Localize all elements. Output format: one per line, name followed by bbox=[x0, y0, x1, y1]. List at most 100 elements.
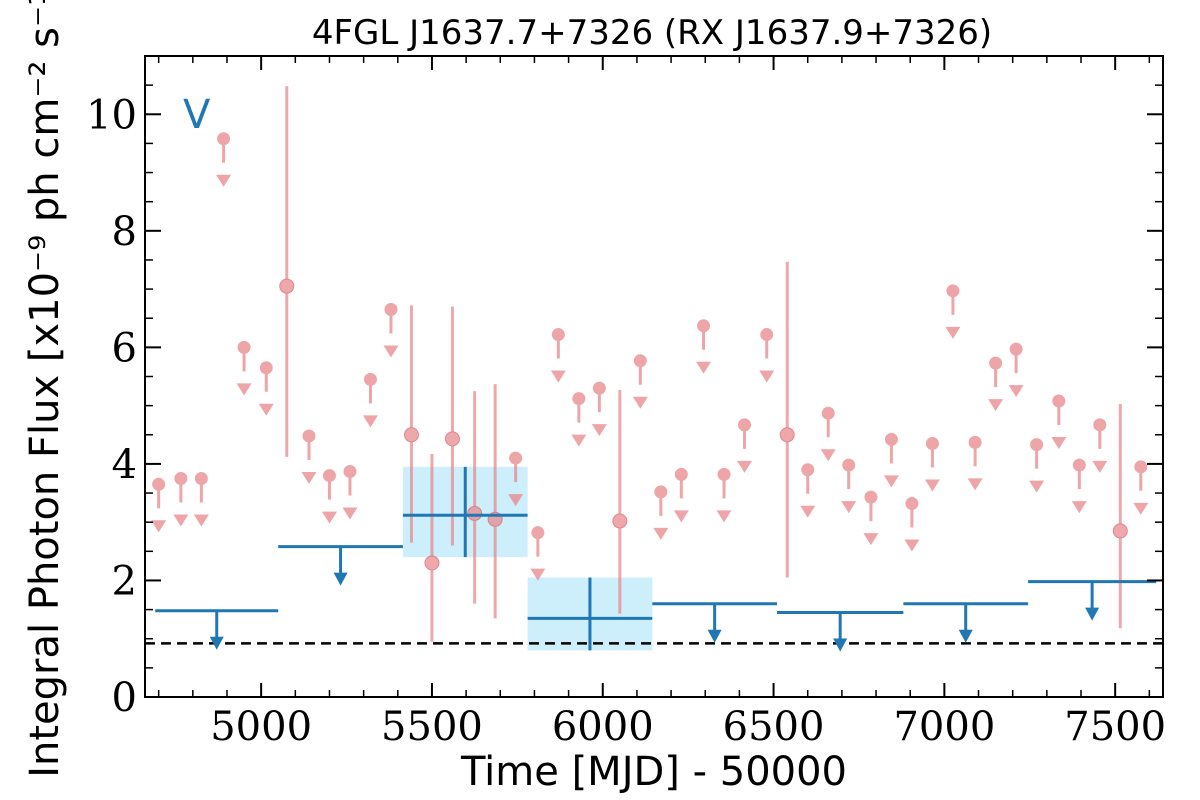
upper-limit-point bbox=[904, 497, 920, 552]
long-term-upper-limit bbox=[278, 545, 403, 586]
detection-marker bbox=[403, 427, 419, 443]
upper-limit-arrow bbox=[696, 361, 712, 374]
upper-limit-arrow bbox=[1092, 460, 1108, 473]
long-term-detection bbox=[527, 577, 653, 651]
upper-limit-point bbox=[301, 429, 317, 484]
long-term-arrow bbox=[1085, 607, 1100, 621]
upper-limit-point bbox=[883, 432, 899, 488]
upper-limit-point bbox=[193, 471, 209, 527]
long-term-arrow bbox=[833, 638, 848, 652]
upper-limit-point bbox=[342, 464, 358, 520]
upper-limit-arrow bbox=[988, 399, 1004, 412]
upper-limit-arrow bbox=[759, 370, 775, 383]
upper-limit-arrow bbox=[591, 424, 607, 437]
upper-limit-point bbox=[258, 361, 274, 416]
upper-limit-arrow bbox=[632, 396, 648, 409]
detection-marker bbox=[779, 427, 795, 443]
upper-limit-point bbox=[945, 284, 961, 339]
detection-marker bbox=[612, 513, 628, 529]
upper-limit-point bbox=[863, 490, 879, 546]
upper-limit-point bbox=[508, 451, 524, 507]
detection-point bbox=[612, 389, 628, 614]
upper-limit-arrow bbox=[883, 475, 899, 488]
detection-marker bbox=[1112, 523, 1128, 539]
upper-limit-point bbox=[321, 469, 337, 524]
band-label: V bbox=[183, 92, 211, 138]
upper-limit-arrow bbox=[967, 478, 983, 491]
upper-limit-point bbox=[673, 467, 689, 523]
upper-limit-arrow bbox=[342, 507, 358, 520]
upper-limit-point bbox=[1008, 342, 1024, 398]
long-term-upper-limit bbox=[652, 602, 777, 643]
upper-limit-arrow bbox=[673, 510, 689, 523]
upper-limit-arrow bbox=[1008, 385, 1024, 398]
x-tick-label: 7000 bbox=[893, 704, 995, 750]
upper-limit-point bbox=[216, 132, 232, 187]
upper-limit-arrow bbox=[945, 326, 961, 339]
upper-limit-arrow bbox=[737, 460, 753, 473]
upper-limit-point bbox=[530, 526, 546, 581]
upper-limit-arrow bbox=[173, 514, 189, 527]
upper-limit-arrow bbox=[863, 533, 879, 546]
upper-limit-point bbox=[1051, 394, 1067, 449]
upper-limit-point bbox=[1133, 460, 1149, 515]
long-term-arrow bbox=[958, 629, 973, 643]
detection-marker bbox=[424, 555, 440, 571]
long-term-upper-limit bbox=[903, 602, 1029, 643]
upper-limit-arrow bbox=[1133, 502, 1149, 515]
chart-title: 4FGL J1637.7+7326 (RX J1637.9+7326) bbox=[312, 13, 992, 53]
upper-limit-arrow bbox=[904, 539, 920, 552]
x-tick-label: 6500 bbox=[723, 704, 825, 750]
long-term-arrow bbox=[209, 636, 224, 650]
long-term-upper-limit bbox=[776, 611, 904, 652]
upper-limit-point bbox=[696, 319, 712, 374]
upper-limit-arrow bbox=[258, 403, 274, 416]
long-term-upper-limit bbox=[155, 609, 279, 650]
detection-marker bbox=[467, 505, 483, 521]
detection-point bbox=[467, 391, 483, 604]
upper-limit-arrow bbox=[716, 510, 732, 523]
detection-marker bbox=[444, 431, 460, 447]
y-tick-label: 10 bbox=[86, 92, 137, 138]
upper-limit-arrow bbox=[1071, 501, 1087, 514]
y-tick-label: 2 bbox=[112, 558, 137, 604]
upper-limit-arrow bbox=[653, 527, 669, 540]
upper-limit-arrow bbox=[151, 520, 167, 533]
y-tick-label: 4 bbox=[112, 442, 137, 488]
upper-limit-point bbox=[716, 467, 732, 523]
detection-point bbox=[424, 454, 440, 642]
detection-point bbox=[779, 261, 795, 578]
x-tick-label: 6000 bbox=[552, 704, 654, 750]
x-tick-label: 5500 bbox=[381, 704, 483, 750]
upper-limit-arrow bbox=[383, 345, 399, 358]
upper-limit-arrow bbox=[216, 174, 232, 187]
plot-frame bbox=[144, 55, 1164, 698]
upper-limit-point bbox=[550, 328, 566, 383]
upper-limit-point bbox=[759, 328, 775, 383]
long-term-arrow bbox=[707, 629, 722, 643]
upper-limit-arrow bbox=[508, 494, 524, 507]
upper-limit-arrow bbox=[550, 370, 566, 383]
upper-limit-point bbox=[924, 437, 940, 492]
upper-limit-arrow bbox=[1029, 480, 1045, 493]
x-tick-label: 7500 bbox=[1064, 704, 1166, 750]
upper-limit-arrow bbox=[193, 514, 209, 527]
y-tick-label: 6 bbox=[112, 325, 137, 371]
upper-limit-point bbox=[591, 381, 607, 437]
upper-limit-point bbox=[173, 471, 189, 527]
long-term-upper-limit bbox=[1028, 580, 1157, 621]
upper-limit-point bbox=[632, 354, 648, 409]
detection-point bbox=[444, 306, 460, 546]
upper-limit-point bbox=[841, 458, 857, 514]
detection-point bbox=[279, 86, 295, 457]
upper-limit-point bbox=[362, 372, 378, 428]
upper-limit-arrow bbox=[800, 505, 816, 518]
y-axis-label: Integral Photon Flux [x10⁻⁹ ph cm⁻² s⁻¹] bbox=[22, 0, 68, 778]
y-tick-label: 8 bbox=[112, 209, 137, 255]
detection-point bbox=[1112, 403, 1128, 629]
upper-limit-point bbox=[820, 406, 836, 462]
upper-limit-arrow bbox=[924, 479, 940, 492]
detection-point bbox=[403, 305, 419, 543]
upper-limit-arrow bbox=[236, 383, 252, 396]
